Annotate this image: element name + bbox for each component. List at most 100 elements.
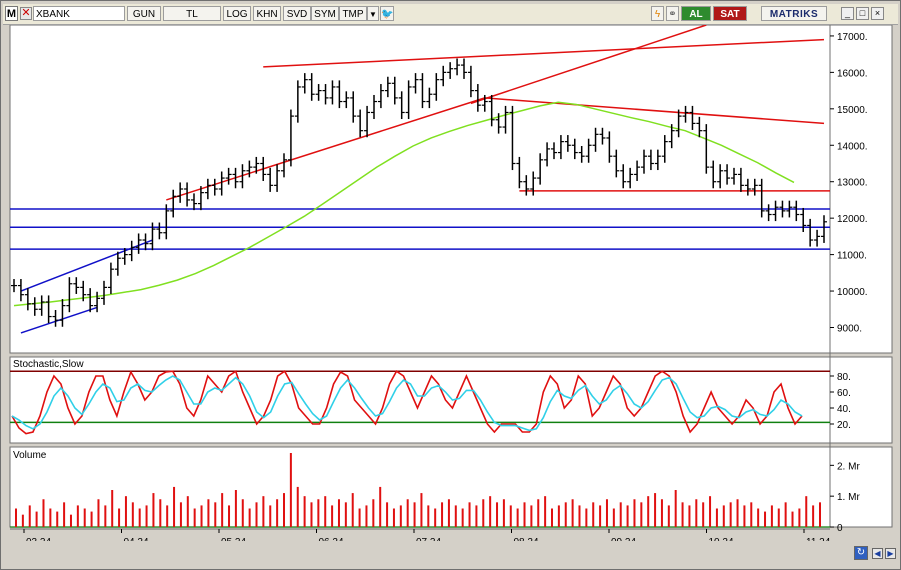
symbol-input[interactable]: XBANK (33, 6, 125, 21)
lightning-icon[interactable]: ϟ (651, 6, 664, 21)
volume-bar (612, 508, 615, 527)
close-icon[interactable]: × (871, 7, 884, 20)
ohlc-bar (281, 153, 287, 178)
volume-bar (427, 505, 430, 527)
refresh-icon[interactable]: ↻ (854, 546, 868, 560)
volume-y-tick-label: 0 (837, 523, 843, 534)
ohlc-bar (260, 156, 267, 181)
ohlc-bar (613, 149, 620, 178)
ohlc-bar (668, 124, 675, 149)
volume-bar (173, 486, 176, 527)
ohlc-bar (537, 153, 544, 185)
dropdown-arrow-icon[interactable]: ▼ (367, 6, 379, 21)
ohlc-bar (793, 200, 800, 222)
ohlc-bar (675, 109, 682, 138)
ohlc-bar (551, 142, 557, 160)
ohlc-bar (661, 135, 668, 163)
volume-bar (702, 502, 705, 527)
chart-svg[interactable]: 17000. 16000. 15000. 14000. 13000. 12000. 1100… (4, 24, 895, 548)
sell-button[interactable]: SAT (713, 6, 747, 21)
volume-bar (715, 508, 718, 527)
buy-button[interactable]: AL (681, 6, 711, 21)
ohlc-bar (509, 105, 516, 171)
currency-button[interactable]: TL (163, 6, 221, 21)
chain-link-icon[interactable]: ⚭ (666, 6, 679, 21)
ohlc-bar (627, 167, 634, 189)
volume-bar (124, 496, 127, 527)
volume-bar (159, 499, 162, 527)
khn-button[interactable]: KHN (253, 6, 281, 21)
ohlc-bar (779, 200, 786, 218)
ohlc-bar (287, 109, 294, 167)
template-button[interactable]: TMP (339, 6, 367, 21)
maximize-icon[interactable]: □ (856, 7, 869, 20)
volume-bar (276, 499, 279, 527)
volume-bar (605, 499, 608, 527)
ohlc-bar (357, 109, 364, 138)
ohlc-bar (156, 222, 163, 240)
ohlc-bar (59, 299, 66, 327)
volume-bar (152, 493, 155, 527)
brand-label: MATRIKS (761, 6, 827, 21)
volume-bar (626, 505, 629, 527)
ohlc-bar (544, 142, 551, 167)
ohlc-bar (807, 218, 814, 247)
volume-bar (324, 496, 327, 527)
volume-bar (69, 514, 72, 527)
volume-bar (83, 508, 86, 527)
ohlc-bar (530, 171, 537, 196)
volume-bar (193, 508, 196, 527)
volume-bar (736, 499, 739, 527)
ohlc-bar (315, 84, 322, 101)
ohlc-bar (647, 149, 654, 171)
ohlc-bar (814, 229, 821, 247)
volume-bar (681, 502, 684, 527)
volume-bar (447, 499, 450, 527)
volume-bar (111, 490, 114, 527)
volume-bar (640, 502, 643, 527)
svd-button[interactable]: SVD (283, 6, 311, 21)
volume-bar (592, 502, 595, 527)
matriks-logo: M (5, 6, 18, 21)
volume-bar (186, 496, 189, 527)
stochastic-panel (9, 356, 893, 444)
price-y-tick-label: 10000. (837, 287, 868, 298)
volume-bar (21, 514, 24, 527)
sym-button[interactable]: SYM (311, 6, 339, 21)
scroll-left-icon[interactable]: ◀ (872, 548, 883, 559)
volume-bar (482, 499, 485, 527)
volume-bar (90, 511, 93, 527)
scroll-right-icon[interactable]: ▶ (885, 548, 896, 559)
close-symbol-icon[interactable]: ✕ (20, 7, 32, 20)
price-y-tick-label: 14000. (837, 141, 868, 152)
ohlc-bar (440, 65, 447, 87)
ohlc-bar (419, 73, 426, 109)
volume-bar (812, 505, 815, 527)
volume-bar (647, 496, 650, 527)
ohlc-bar (45, 295, 52, 324)
volume-bar (317, 499, 320, 527)
ohlc-bar (454, 58, 461, 76)
ohlc-bar (786, 200, 793, 218)
daily-period-button[interactable]: GUN (127, 6, 161, 21)
log-scale-button[interactable]: LOG (223, 6, 251, 21)
chart-area: 17000. 16000. 15000. 14000. 13000. 12000. 1100… (4, 24, 895, 548)
ohlc-bar (737, 167, 744, 192)
price-y-tick-label: 11000. (837, 251, 867, 262)
ohlc-bar (80, 280, 87, 302)
price-y-tick-label: 15000. (837, 105, 868, 116)
volume-bar (599, 505, 602, 527)
minimize-icon[interactable]: _ (841, 7, 854, 20)
ohlc-bar (384, 76, 391, 98)
ohlc-bar (765, 204, 772, 222)
ohlc-bar (585, 138, 592, 163)
ohlc-bar (308, 73, 315, 101)
twitter-bird-icon[interactable]: 🐦 (380, 6, 394, 21)
volume-bar (674, 490, 677, 527)
ohlc-bar (336, 80, 343, 109)
volume-bar (228, 505, 231, 527)
moving-average-line (13, 101, 795, 307)
ohlc-bar (412, 73, 419, 94)
volume-bar (791, 511, 794, 527)
volume-bar (660, 499, 663, 527)
